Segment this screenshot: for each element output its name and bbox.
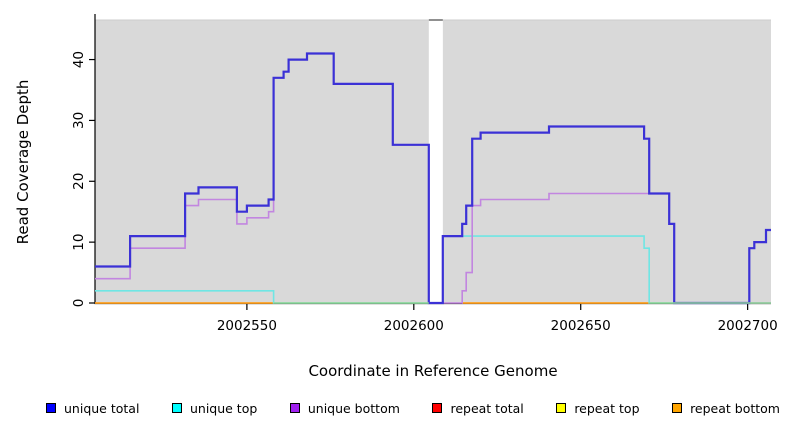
x-tick-label: 2002600 bbox=[384, 318, 444, 334]
y-axis-label: Read Coverage Depth bbox=[14, 79, 32, 245]
y-tick-label: 30 bbox=[71, 112, 87, 129]
y-tick-label: 20 bbox=[71, 173, 87, 190]
coverage-gap-band bbox=[428, 14, 443, 302]
legend-item-repeat-total: repeat total bbox=[432, 400, 524, 416]
x-axis-label: Coordinate in Reference Genome bbox=[308, 362, 558, 380]
legend: unique total unique top unique bottom repea… bbox=[0, 396, 792, 420]
legend-label: repeat top bbox=[574, 400, 640, 416]
series-unique-top-line bbox=[95, 235, 771, 304]
legend-item-repeat-bottom: repeat bottom bbox=[672, 401, 780, 416]
legend-swatch-icon bbox=[432, 403, 443, 413]
legend-label: unique total bbox=[64, 400, 140, 416]
legend-swatch-icon bbox=[289, 403, 300, 413]
legend-label: repeat total bbox=[450, 400, 524, 416]
legend-swatch-icon bbox=[556, 403, 567, 413]
y-tick-label: 10 bbox=[71, 234, 87, 251]
series-unique-total-line bbox=[95, 52, 771, 305]
y-tick-label: 0 bbox=[71, 299, 87, 308]
legend-swatch-icon bbox=[672, 403, 683, 413]
legend-swatch-icon bbox=[46, 403, 56, 413]
legend-swatch-icon bbox=[171, 403, 182, 413]
x-tick-label: 2002650 bbox=[551, 318, 611, 334]
legend-item-unique-top: unique top bbox=[171, 400, 258, 416]
legend-label: unique bottom bbox=[307, 400, 400, 416]
y-tick-label: 40 bbox=[71, 51, 87, 68]
x-tick-label: 2002550 bbox=[217, 318, 277, 334]
legend-item-repeat-top: repeat top bbox=[556, 400, 640, 416]
legend-label: repeat bottom bbox=[690, 400, 780, 416]
legend-label: unique top bbox=[189, 400, 258, 416]
legend-item-unique-total: unique total bbox=[46, 401, 139, 416]
x-tick-label: 2002700 bbox=[718, 318, 778, 334]
legend-item-unique-bottom: unique bottom bbox=[289, 400, 400, 416]
